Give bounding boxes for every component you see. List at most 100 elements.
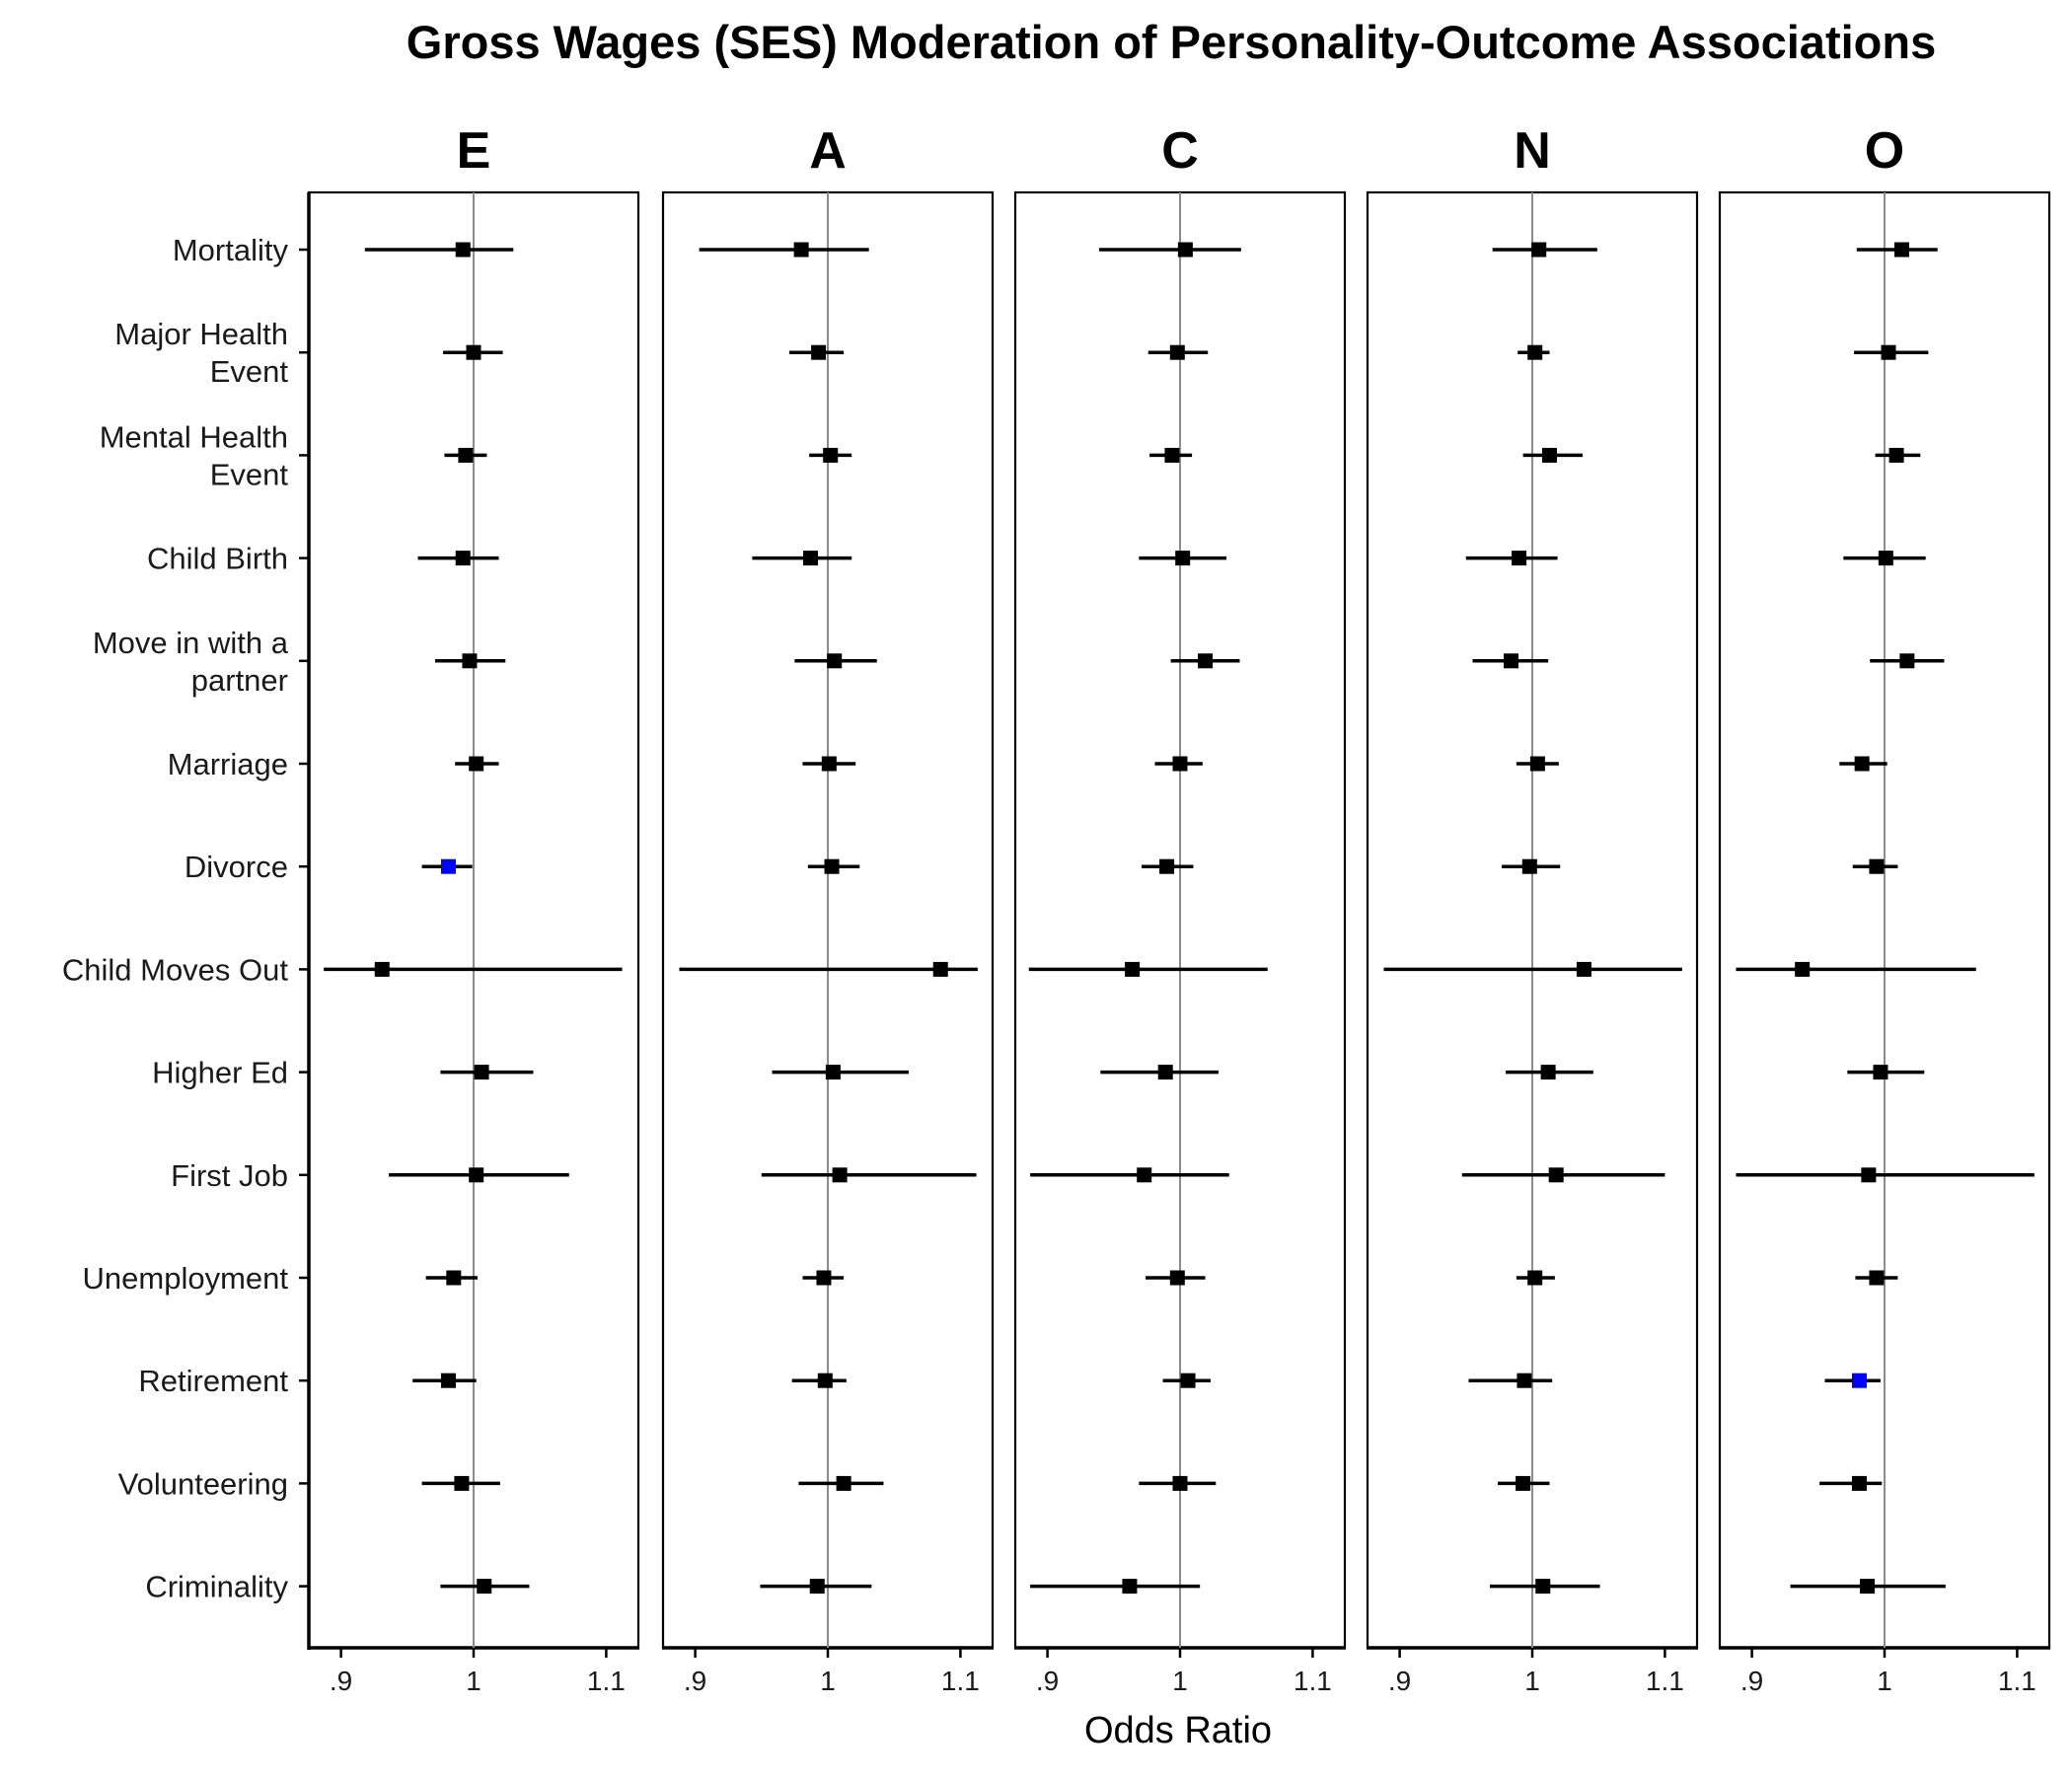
point-estimate [1851,1475,1867,1491]
point-estimate [454,1475,470,1491]
point-estimate [1517,1373,1532,1388]
row-label-line: partner [191,663,288,698]
point-estimate [1878,551,1893,566]
panel-c: C .9 1 1.1 [1013,122,1347,1696]
point-estimate [1541,447,1557,463]
point-estimate [1169,1270,1185,1286]
row-label: Mental Health Event [100,419,289,491]
point-estimate [446,1270,462,1286]
point-estimate [1122,1579,1138,1595]
point-estimate [1180,1373,1196,1388]
point-estimate [816,1270,832,1286]
row-label-line: Unemployment [83,1261,289,1296]
x-tick-label: 1.1 [1998,1666,2036,1696]
point-estimate [1159,858,1175,874]
point-estimate [1881,344,1896,360]
point-estimate [1172,756,1188,772]
x-tick-label: .9 [684,1666,706,1696]
point-estimate [1873,1065,1888,1080]
point-estimate [1860,1579,1876,1595]
point-estimate [1893,242,1909,258]
row-label: Marriage [168,747,288,781]
panel-e: E .9 1 1.1 [299,122,640,1696]
point-estimate [1548,1167,1564,1183]
row-label-line: Divorce [185,850,288,884]
point-estimate [825,1065,841,1080]
point-estimate [1177,242,1193,258]
point-estimate [932,961,948,977]
x-tick-label: 1.1 [1646,1666,1684,1696]
x-tick-label: .9 [1036,1666,1059,1696]
x-tick-label: .9 [1388,1666,1411,1696]
point-estimate [823,447,839,463]
row-label-line: Major Health [114,317,288,351]
row-label-line: Event [210,354,289,389]
point-estimate [469,756,484,772]
x-tick-label: 1 [466,1666,481,1696]
point-estimate [1125,961,1141,977]
row-label-line: Event [210,457,289,491]
point-estimate [803,551,819,566]
x-tick-label: 1.1 [587,1666,626,1696]
point-estimate [1137,1167,1152,1183]
point-estimate [462,653,478,669]
point-estimate [458,447,474,463]
point-estimate [455,551,471,566]
point-estimate [466,344,481,360]
facet-label: A [809,122,847,180]
point-estimate [474,1065,489,1080]
point-estimate [1516,1475,1531,1491]
row-label: Move in with a partner [93,626,289,698]
point-estimate [477,1579,492,1595]
row-label: Higher Ed [152,1056,288,1090]
x-tick-label: 1.1 [1294,1666,1332,1696]
point-estimate [1527,1270,1543,1286]
point-estimate [827,653,843,669]
row-label: Retirement [138,1364,288,1398]
point-estimate [1899,653,1915,669]
point-estimate [1854,756,1870,772]
x-tick-label: .9 [330,1666,352,1696]
panel-o: O .9 1 1.1 [1718,122,2051,1696]
point-estimate [811,344,827,360]
x-tick-label: .9 [1740,1666,1763,1696]
x-tick-label: 1 [820,1666,836,1696]
point-estimate [1503,653,1518,669]
point-estimate [1527,344,1543,360]
panel-n: N .9 1 1.1 [1366,122,1699,1696]
point-estimate [836,1475,851,1491]
panel-a: A .9 1 1.1 [661,122,995,1696]
point-estimate [1175,551,1191,566]
row-label-line: Marriage [168,747,288,781]
point-estimate [374,961,390,977]
point-estimate [821,756,837,772]
point-estimate [1535,1579,1551,1595]
point-estimate [440,1373,456,1388]
row-label: Volunteering [118,1466,288,1501]
row-label: Major Health Event [114,317,288,389]
row-label: First Job [171,1158,288,1193]
row-label: Divorce [185,850,288,884]
point-estimate [1172,1475,1188,1491]
row-label: Unemployment [83,1261,289,1296]
point-estimate [1795,961,1811,977]
point-estimate [1164,447,1180,463]
point-estimate [793,242,809,258]
point-estimate [1888,447,1904,463]
point-estimate [824,858,840,874]
x-tick-label: 1.1 [941,1666,980,1696]
row-label-line: First Job [171,1158,288,1193]
x-tick-label: 1 [1524,1666,1540,1696]
point-estimate [1198,653,1214,669]
point-estimate [1861,1167,1877,1183]
point-estimate [1531,242,1547,258]
chart-title: Gross Wages (SES) Moderation of Personal… [407,16,1936,68]
facet-label: N [1514,122,1551,180]
point-estimate [1576,961,1591,977]
point-estimate [817,1373,833,1388]
row-label: Criminality [145,1570,288,1604]
row-label-line: Volunteering [118,1466,288,1501]
point-estimate-significant [1851,1373,1867,1388]
point-estimate [809,1579,825,1595]
